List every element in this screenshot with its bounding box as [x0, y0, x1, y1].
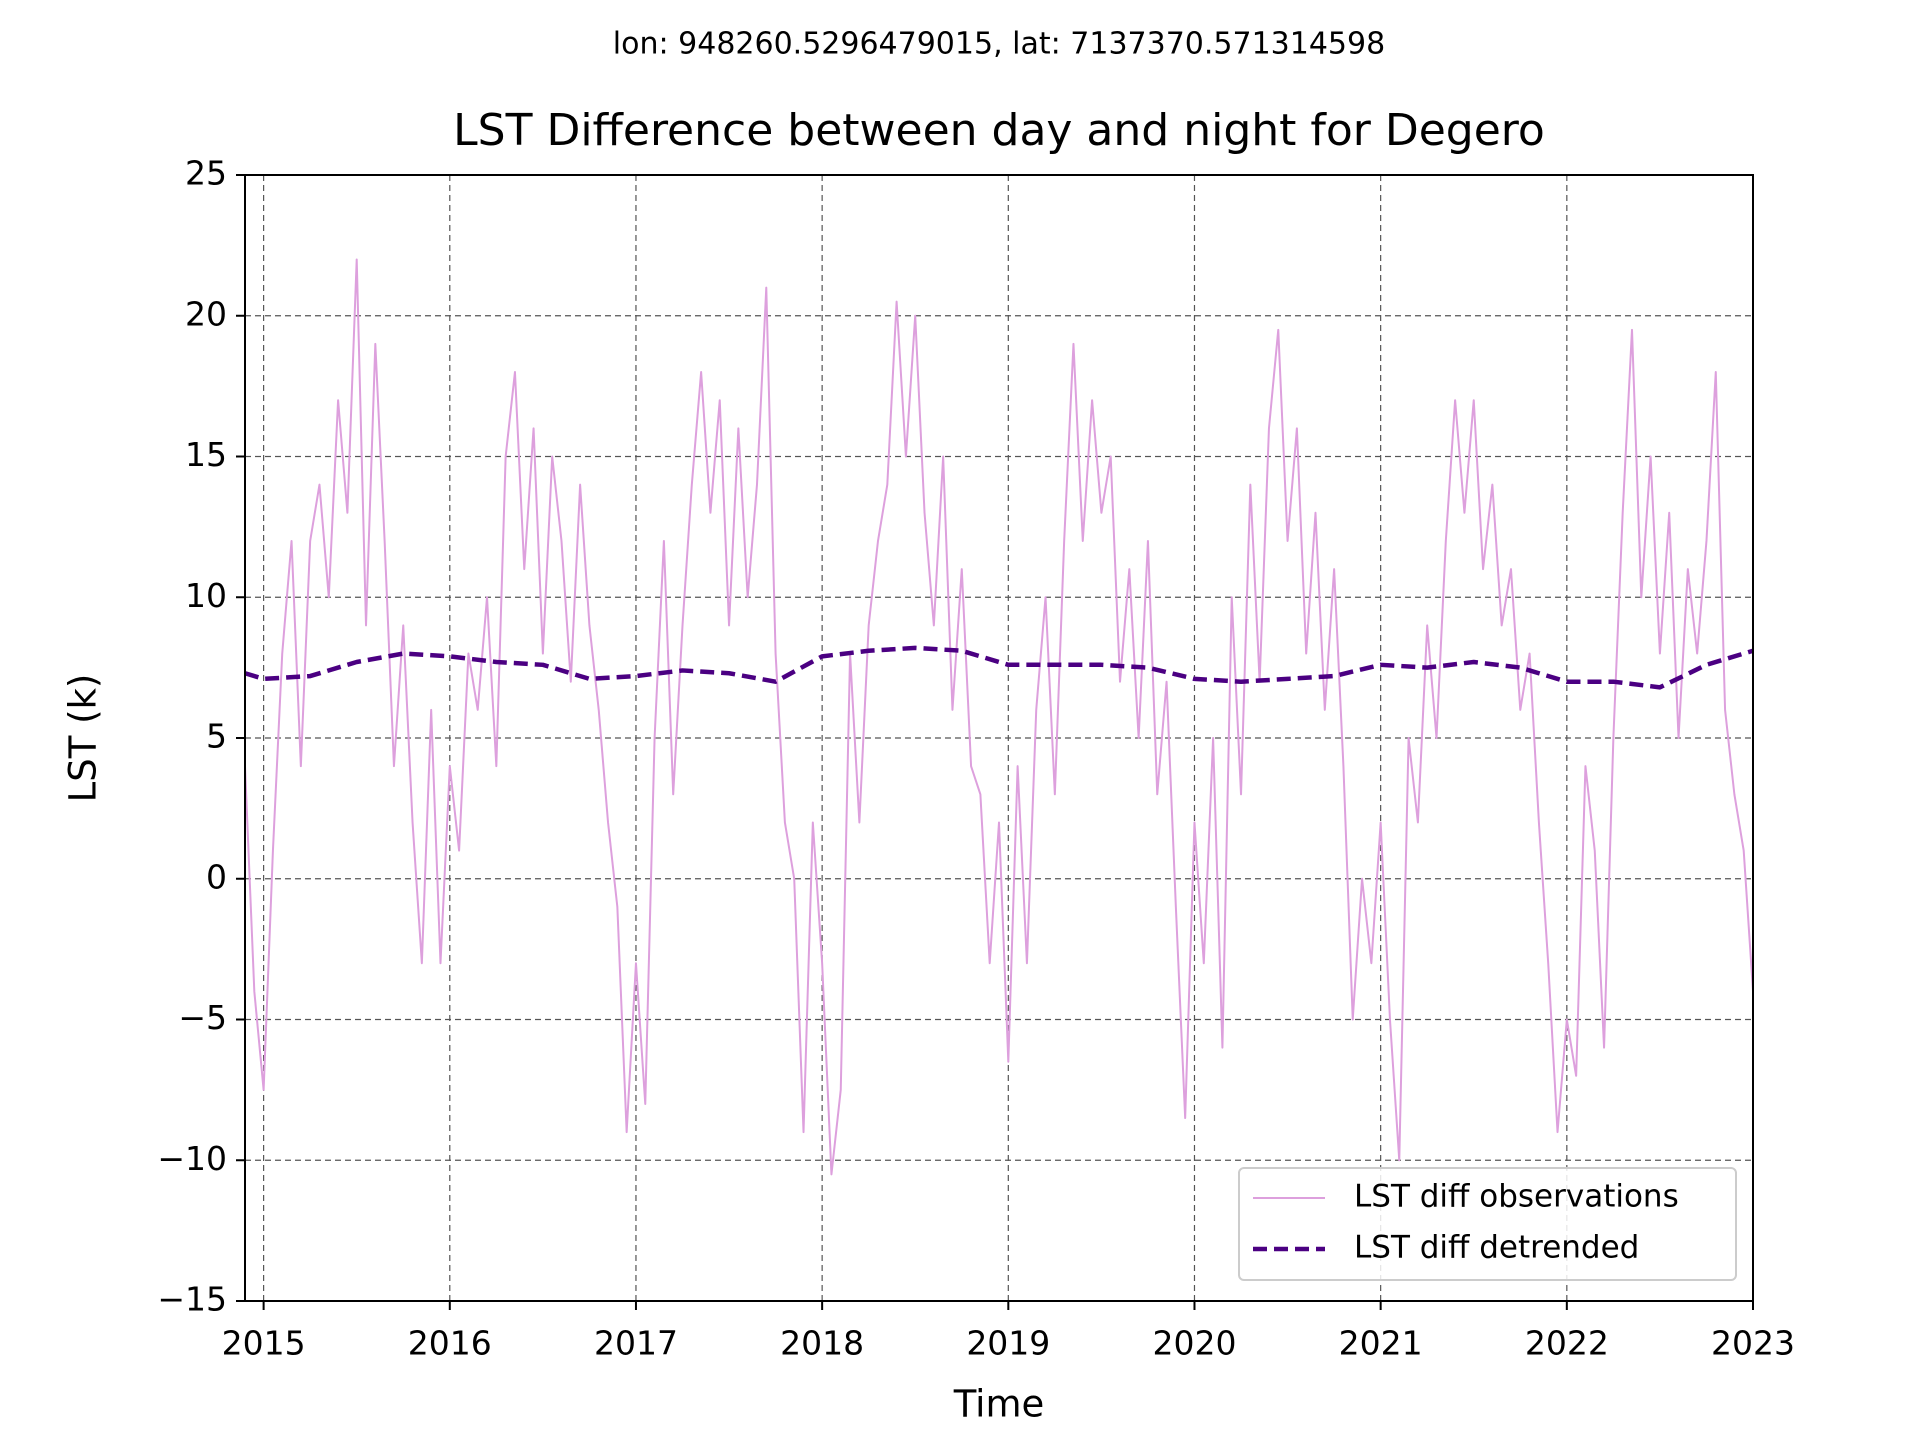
y-tick-label: −5 — [178, 998, 227, 1037]
y-tick-label: 25 — [185, 154, 227, 193]
x-tick-label: 2021 — [1339, 1324, 1423, 1363]
series-line — [244, 258, 1754, 1176]
x-tick-label: 2023 — [1711, 1324, 1795, 1363]
x-axis-label: Time — [953, 1383, 1045, 1426]
legend-box — [1238, 1167, 1737, 1281]
x-tick-label: 2020 — [1152, 1324, 1236, 1363]
x-tick-label: 2015 — [222, 1324, 306, 1363]
x-tick-label: 2017 — [594, 1324, 678, 1363]
y-tick-label: 5 — [206, 717, 227, 756]
x-tick-label: 2018 — [780, 1324, 864, 1363]
chart-title: LST Difference between day and night for… — [453, 105, 1545, 156]
y-tick-label: −15 — [157, 1280, 227, 1319]
y-tick-label: 20 — [185, 294, 227, 333]
y-tick-label: 10 — [185, 576, 227, 615]
y-tick-label: 15 — [185, 435, 227, 474]
x-tick-label: 2022 — [1525, 1324, 1609, 1363]
x-tick-label: 2019 — [966, 1324, 1050, 1363]
plot-frame — [244, 174, 1754, 1302]
y-axis-label: LST (k) — [62, 674, 105, 803]
y-tick-label: −10 — [157, 1139, 227, 1178]
chart-subtitle: lon: 948260.5296479015, lat: 7137370.571… — [613, 27, 1385, 62]
series-line — [244, 645, 1754, 690]
y-tick-label: 0 — [206, 857, 227, 896]
x-tick-label: 2016 — [408, 1324, 492, 1363]
legend-label: LST diff detrended — [1354, 1230, 1639, 1266]
legend-label: LST diff observations — [1354, 1179, 1679, 1215]
